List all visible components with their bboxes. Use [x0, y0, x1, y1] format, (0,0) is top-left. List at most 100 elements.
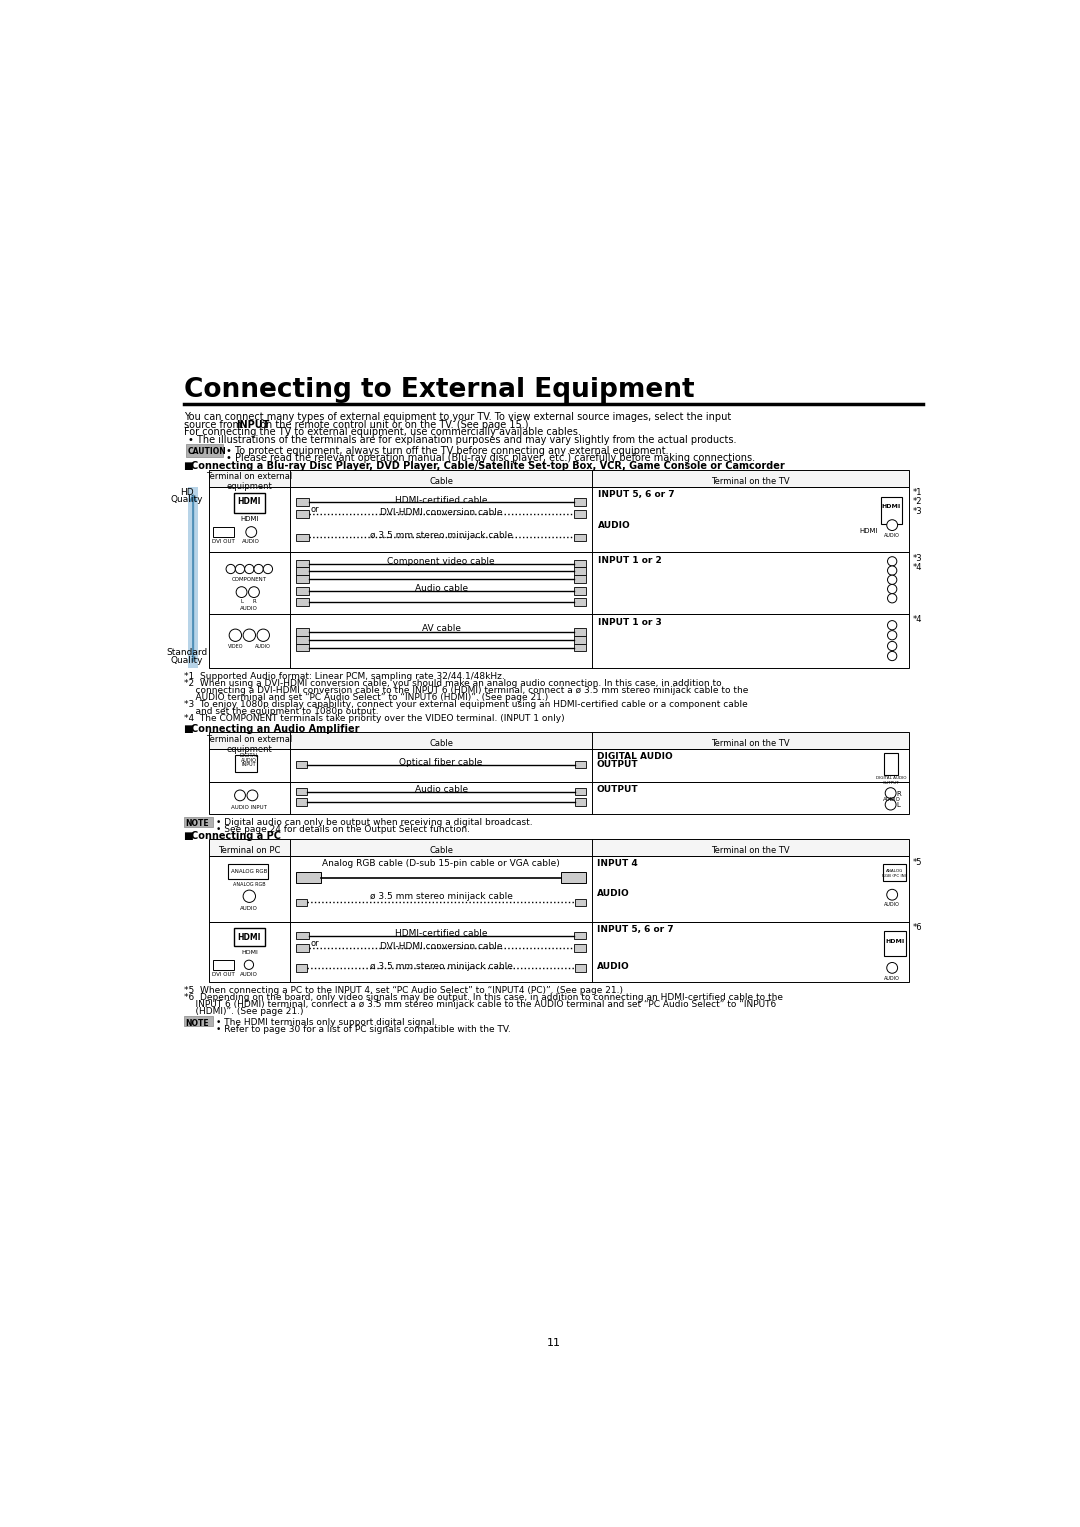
Bar [573, 533, 586, 541]
Bar [233, 493, 265, 513]
Text: DIGITAL AUDIO
OUTPUT: DIGITAL AUDIO OUTPUT [876, 776, 906, 785]
Text: or: or [310, 939, 319, 948]
Circle shape [235, 565, 245, 574]
Text: AUDIO: AUDIO [241, 606, 258, 611]
Text: and set the equipment to 1080p output.: and set the equipment to 1080p output. [184, 707, 378, 716]
Text: Terminal on the TV: Terminal on the TV [712, 739, 791, 748]
Text: AUDIO: AUDIO [885, 533, 900, 538]
Text: Terminal on the TV: Terminal on the TV [712, 476, 791, 486]
Circle shape [888, 620, 896, 629]
Bar [228, 864, 268, 880]
Text: Quality: Quality [171, 495, 203, 504]
Text: DIGITAL: DIGITAL [240, 753, 259, 757]
Text: *6  Depending on the board, only video signals may be output. In this case, in a: *6 Depending on the board, only video si… [184, 993, 783, 1002]
Circle shape [886, 799, 896, 809]
Text: HDMI: HDMI [241, 950, 258, 956]
Circle shape [888, 576, 896, 585]
Text: For connecting the TV to external equipment, use commercially available cables.: For connecting the TV to external equipm… [184, 428, 581, 437]
Bar [296, 628, 309, 637]
Text: L: L [896, 802, 901, 808]
Bar [562, 872, 586, 883]
Text: INPUT 5, 6 or 7: INPUT 5, 6 or 7 [598, 490, 675, 499]
Text: ø 3.5 mm stereo minijack cable: ø 3.5 mm stereo minijack cable [369, 962, 513, 971]
Bar [573, 628, 586, 637]
Text: *5  When connecting a PC to the INPUT 4, set “PC Audio Select” to “INPUT4 (PC)”.: *5 When connecting a PC to the INPUT 4, … [184, 986, 623, 996]
Text: INPUT: INPUT [235, 420, 269, 429]
Circle shape [246, 527, 257, 538]
Text: AUDIO: AUDIO [242, 539, 260, 544]
Text: *4: *4 [913, 563, 922, 571]
Bar [573, 498, 586, 505]
Text: HDMI: HDMI [240, 516, 258, 522]
Bar [208, 614, 909, 667]
Text: AUDIO: AUDIO [882, 797, 901, 802]
Text: OUTPUT: OUTPUT [597, 785, 638, 794]
Circle shape [247, 789, 258, 800]
Circle shape [244, 960, 254, 970]
Text: connecting a DVI-HDMI conversion cable to the INPUT 6 (HDMI) terminal, connect a: connecting a DVI-HDMI conversion cable t… [184, 686, 748, 695]
Text: ANALOG RGB: ANALOG RGB [233, 883, 266, 887]
Circle shape [264, 565, 272, 574]
Text: DVI OUT: DVI OUT [212, 539, 234, 544]
Bar [186, 444, 224, 457]
Text: • Refer to page 30 for a list of PC signals compatible with the TV.: • Refer to page 30 for a list of PC sign… [216, 1025, 511, 1034]
Text: Cable: Cable [429, 739, 454, 748]
Circle shape [888, 585, 896, 594]
Text: Audio cable: Audio cable [415, 585, 468, 594]
Bar [576, 799, 586, 806]
Circle shape [888, 641, 896, 651]
Text: ø 3.5 mm stereo minijack cable: ø 3.5 mm stereo minijack cable [369, 531, 513, 541]
Text: • The illustrations of the terminals are for explanation purposes and may vary s: • The illustrations of the terminals are… [188, 435, 737, 444]
Bar [189, 487, 198, 667]
Text: AUDIO: AUDIO [241, 906, 258, 910]
Text: Terminal on external
equipment: Terminal on external equipment [206, 734, 293, 754]
Text: COMPONENT: COMPONENT [232, 577, 267, 582]
Bar [296, 576, 309, 583]
Bar [296, 931, 309, 939]
Text: Connecting an Audio Amplifier: Connecting an Audio Amplifier [191, 724, 360, 734]
Text: R: R [896, 791, 902, 797]
Text: OUTPUT: OUTPUT [597, 760, 638, 770]
Text: AUDIO INPUT: AUDIO INPUT [231, 805, 267, 809]
Text: • The HDMI terminals only support digital signal.: • The HDMI terminals only support digita… [216, 1019, 437, 1028]
Text: DVI-HDMI conversion cable: DVI-HDMI conversion cable [380, 942, 502, 951]
Bar [573, 644, 586, 652]
Text: • See page 24 for details on the Output Select function.: • See page 24 for details on the Output … [216, 826, 471, 834]
Text: ■: ■ [184, 461, 198, 472]
Circle shape [887, 519, 897, 530]
Text: *2  When using a DVI-HDMI conversion cable, you should make an analog audio conn: *2 When using a DVI-HDMI conversion cabl… [184, 680, 721, 689]
Text: CAUTION: CAUTION [188, 447, 227, 457]
Bar [296, 599, 309, 606]
Circle shape [888, 557, 896, 567]
Bar [213, 960, 234, 970]
Text: DVI-HDMI conversion cable: DVI-HDMI conversion cable [380, 508, 502, 518]
Text: AV cable: AV cable [421, 625, 461, 634]
Circle shape [888, 594, 896, 603]
Text: ANALOG RGB: ANALOG RGB [231, 869, 268, 873]
Text: HDMI: HDMI [238, 933, 261, 942]
Bar [296, 510, 309, 518]
Text: HDMI-certified cable: HDMI-certified cable [395, 496, 487, 505]
Bar [184, 817, 213, 828]
Text: *3: *3 [913, 507, 922, 516]
Text: *3: *3 [913, 554, 922, 562]
Circle shape [248, 586, 259, 597]
Bar [213, 527, 234, 538]
Text: Analog RGB cable (D-sub 15-pin cable or VGA cable): Analog RGB cable (D-sub 15-pin cable or … [322, 860, 561, 869]
Circle shape [888, 631, 896, 640]
Text: INPUT 1 or 2: INPUT 1 or 2 [598, 556, 662, 565]
Text: HDMI: HDMI [886, 939, 905, 944]
Text: AUDIO: AUDIO [240, 973, 258, 977]
Text: HDMI-certified cable: HDMI-certified cable [395, 930, 487, 939]
Bar [208, 922, 909, 982]
Text: • Digital audio can only be output when receiving a digital broadcast.: • Digital audio can only be output when … [216, 818, 534, 828]
Text: NOTE: NOTE [186, 820, 210, 828]
Text: AUDIO: AUDIO [885, 902, 900, 907]
Bar [296, 944, 309, 951]
Bar [880, 498, 902, 524]
Bar [573, 510, 586, 518]
Bar [885, 753, 899, 774]
Text: *5: *5 [913, 858, 922, 867]
Text: R: R [252, 599, 256, 605]
Bar [208, 840, 909, 857]
